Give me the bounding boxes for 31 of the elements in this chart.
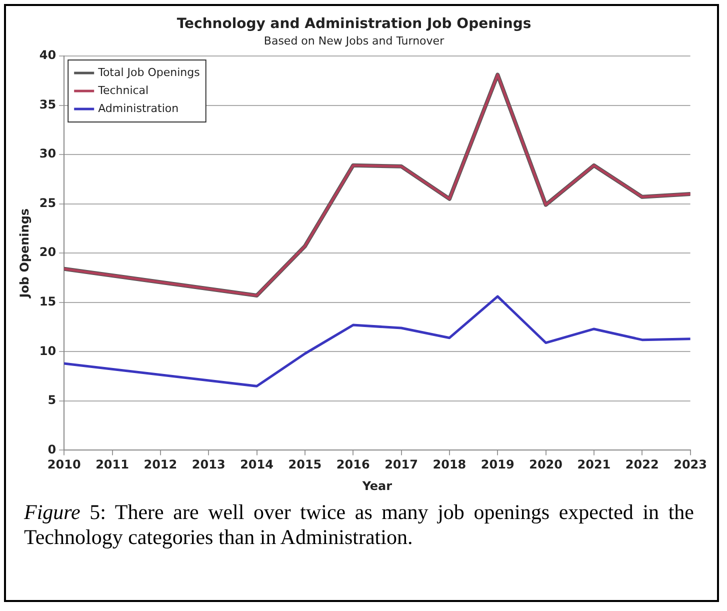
y-tick-label: 5 xyxy=(48,393,56,408)
y-tick-label: 0 xyxy=(48,442,56,456)
legend-label: Technical xyxy=(97,84,149,97)
x-tick-label: 2023 xyxy=(674,458,708,472)
y-tick-label: 40 xyxy=(39,48,56,62)
y-tick-label: 20 xyxy=(39,245,56,260)
y-tick-label: 30 xyxy=(39,146,56,161)
x-tick-label: 2014 xyxy=(240,458,274,472)
x-tick-label: 2016 xyxy=(336,458,370,472)
legend-label: Total Job Openings xyxy=(97,66,200,79)
x-tick-label: 2019 xyxy=(480,458,514,472)
x-tick-label: 2018 xyxy=(432,458,466,472)
x-axis-title: Year xyxy=(361,478,392,493)
caption: Figure 5: There are well over twice as many job openings expected in the Technology categories than in Administration. xyxy=(24,500,694,550)
chart-subtitle: Based on New Jobs and Turnover xyxy=(264,34,445,48)
x-tick-label: 2011 xyxy=(96,458,129,472)
x-tick-label: 2010 xyxy=(47,458,81,472)
chart-title: Technology and Administration Job Openings xyxy=(176,16,532,32)
y-tick-label: 15 xyxy=(39,294,56,308)
x-tick-label: 2022 xyxy=(625,458,659,472)
x-tick-label: 2017 xyxy=(384,458,418,472)
y-tick-label: 25 xyxy=(39,196,56,210)
y-axis-title: Job Openings xyxy=(17,208,32,299)
x-tick-label: 2012 xyxy=(144,458,178,472)
x-tick-label: 2020 xyxy=(529,458,562,472)
x-tick-label: 2015 xyxy=(288,458,322,472)
x-tick-label: 2013 xyxy=(192,458,226,472)
legend-label: Administration xyxy=(98,102,179,115)
x-tick-label: 2021 xyxy=(577,458,611,472)
y-tick-label: 35 xyxy=(39,97,56,112)
y-tick-label: 10 xyxy=(39,344,56,358)
